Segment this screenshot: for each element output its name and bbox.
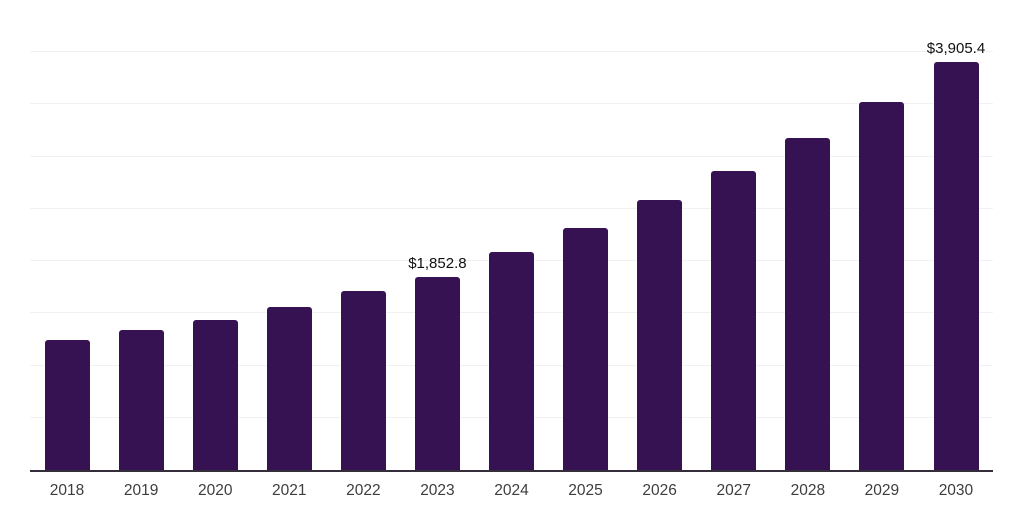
bar-2021 bbox=[266, 306, 312, 470]
bar-2025 bbox=[563, 227, 609, 470]
bar-2019 bbox=[118, 329, 164, 470]
bar-value-label-2023: $1,852.8 bbox=[408, 254, 467, 272]
x-tick-2019: 2019 bbox=[123, 482, 159, 499]
x-axis-labels: 2018 2019 2020 2021 2022 2023 2024 2025 2026 2027… bbox=[30, 481, 993, 505]
x-tick-2025: 2025 bbox=[568, 482, 603, 499]
x-tick-2021: 2021 bbox=[271, 482, 307, 499]
x-tick-2018: 2018 bbox=[49, 482, 85, 499]
gridline-4000 bbox=[30, 51, 993, 53]
plot-area: $1,852.8 $3,905.4 bbox=[30, 0, 993, 472]
gridline-3000 bbox=[30, 155, 993, 157]
bar-2022 bbox=[340, 290, 386, 470]
bar-2026 bbox=[637, 200, 683, 470]
x-tick-2022: 2022 bbox=[346, 482, 381, 499]
x-tick-2024: 2024 bbox=[494, 482, 529, 499]
bar-2024 bbox=[489, 251, 534, 470]
x-tick-2023: 2023 bbox=[420, 482, 455, 499]
x-tick-2029: 2029 bbox=[864, 482, 900, 499]
bar-2020 bbox=[192, 319, 238, 470]
x-tick-2030: 2030 bbox=[938, 482, 974, 499]
x-tick-2027: 2027 bbox=[716, 482, 751, 499]
bar-2023 bbox=[414, 276, 460, 470]
bar-2029 bbox=[859, 101, 905, 470]
x-tick-2028: 2028 bbox=[790, 482, 826, 499]
bar-2028 bbox=[785, 138, 831, 470]
gridline-3500 bbox=[30, 103, 993, 105]
bar-2018 bbox=[44, 340, 90, 470]
bar-2027 bbox=[711, 170, 757, 470]
bar-value-label-2030: $3,905.4 bbox=[926, 40, 986, 58]
x-tick-2026: 2026 bbox=[642, 482, 677, 499]
gridline-2500 bbox=[30, 207, 993, 209]
x-tick-2020: 2020 bbox=[197, 482, 233, 499]
bar-2030 bbox=[933, 62, 979, 470]
